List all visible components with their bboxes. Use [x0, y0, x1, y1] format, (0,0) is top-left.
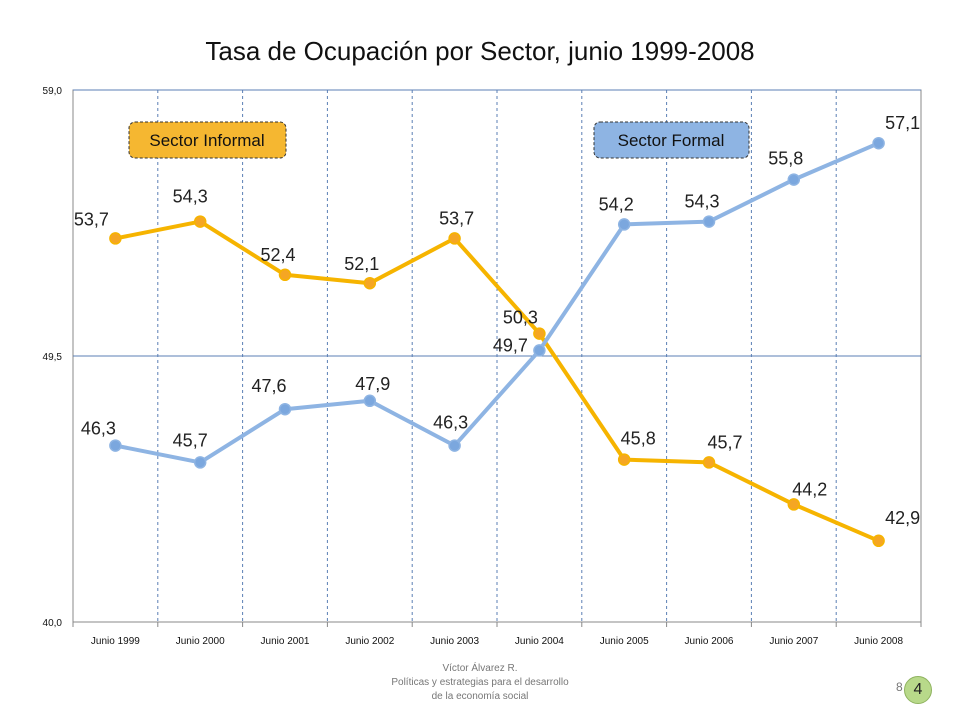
- series-point-0: [363, 276, 377, 290]
- y-tick-label: 49,5: [43, 352, 63, 363]
- series-point-1: [448, 439, 461, 452]
- series-point-1: [702, 215, 716, 228]
- data-label: 57,1: [885, 113, 920, 133]
- series-point-0: [872, 534, 885, 548]
- data-label: 54,2: [599, 194, 634, 214]
- plot-area: 40,0 49,5 59,0 Junio 1999 Junio 2000 Junio 20…: [43, 86, 922, 647]
- footer-author: Víctor Álvarez R.: [442, 663, 518, 674]
- series-point-1: [787, 173, 801, 186]
- legend-formal-label: Sector Formal: [618, 131, 725, 150]
- footer-line2: Políticas y estrategias para el desarrol…: [391, 677, 569, 688]
- series-point-0: [193, 215, 207, 228]
- series-point-0: [278, 268, 292, 282]
- x-tick-label: Junio 2000: [176, 636, 225, 647]
- data-label: 50,3: [503, 308, 538, 328]
- data-label: 44,2: [792, 479, 827, 499]
- series-point-0: [448, 232, 461, 245]
- series-point-1: [109, 439, 122, 452]
- series-line-0: [115, 219, 880, 543]
- data-label: 47,6: [251, 376, 286, 396]
- legend-formal: Sector Formal: [593, 121, 750, 159]
- series-point-1: [278, 402, 292, 416]
- series-point-1: [872, 136, 885, 150]
- x-tick-label: Junio 2004: [515, 636, 564, 647]
- x-tick-label: Junio 1999: [91, 636, 140, 647]
- footer-line3: de la economía social: [431, 691, 529, 702]
- data-label: 54,3: [684, 192, 719, 212]
- x-tick-label: Junio 2006: [685, 636, 734, 647]
- data-label: 47,9: [355, 374, 390, 394]
- data-label: 52,1: [344, 254, 379, 274]
- data-label: 53,7: [439, 208, 474, 228]
- data-label: 46,3: [433, 413, 468, 433]
- series-line-1: [115, 141, 880, 465]
- series-point-0: [787, 498, 801, 511]
- x-tick-label: Junio 2007: [769, 636, 818, 647]
- slide-badge: 4: [904, 676, 932, 704]
- y-tick-label: 40,0: [43, 618, 63, 629]
- x-tick-label: Junio 2008: [854, 636, 903, 647]
- series-point-0: [533, 327, 546, 340]
- data-label: 49,7: [493, 335, 528, 355]
- series-point-0: [109, 232, 122, 245]
- series-point-0: [617, 453, 631, 466]
- data-label: 53,7: [74, 209, 109, 229]
- data-label: 42,9: [885, 508, 920, 528]
- chart-title: Tasa de Ocupación por Sector, junio 1999…: [205, 36, 754, 66]
- data-label: 52,4: [260, 245, 295, 265]
- series-point-1: [617, 218, 631, 231]
- x-tick-label: Junio 2003: [430, 636, 479, 647]
- data-label: 45,7: [707, 432, 742, 452]
- data-label: 45,8: [621, 429, 656, 449]
- data-label: 55,8: [768, 149, 803, 169]
- legend-informal-box: [128, 121, 287, 159]
- series-point-1: [533, 344, 546, 357]
- series-point-1: [363, 394, 377, 408]
- x-tick-label: Junio 2002: [345, 636, 394, 647]
- footer: Víctor Álvarez R. Políticas y estrategia…: [360, 662, 600, 704]
- series-point-1: [193, 456, 207, 469]
- x-tick-label: Junio 2001: [261, 636, 310, 647]
- x-tick-label: Junio 2005: [600, 636, 649, 647]
- legend-informal: Sector Informal: [128, 121, 287, 159]
- page-number: 8: [896, 680, 903, 694]
- data-label: 54,3: [173, 187, 208, 207]
- legend-informal-label: Sector Informal: [149, 131, 264, 150]
- legend-formal-box: [593, 121, 750, 159]
- y-tick-label: 59,0: [43, 86, 63, 97]
- series-point-0: [702, 456, 716, 469]
- data-label: 45,7: [173, 430, 208, 450]
- data-label: 46,3: [81, 419, 116, 439]
